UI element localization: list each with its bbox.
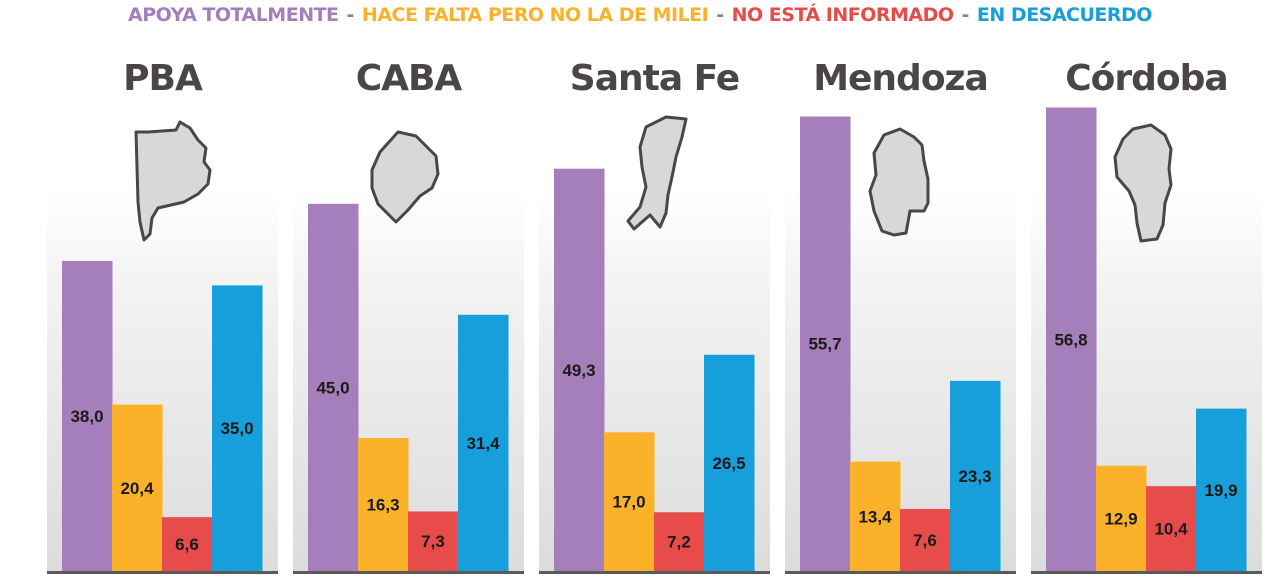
panel-title: Córdoba	[1065, 58, 1227, 99]
legend-separator: -	[961, 4, 970, 26]
bar-pba-0	[62, 260, 113, 571]
bar-pba-3	[212, 285, 263, 571]
bar-santa-fe-0	[554, 168, 605, 571]
panel-santa-fe: Santa Fe 49,3 17,0 7,2 26,5	[539, 58, 770, 574]
legend-apoya: APOYA TOTALMENTE	[128, 4, 339, 26]
data-label: 20,4	[120, 479, 154, 498]
bar-santa-fe-3	[704, 354, 755, 571]
baseline	[785, 571, 1016, 574]
panel-title: PBA	[123, 58, 203, 99]
baseline	[293, 571, 524, 574]
data-label: 13,4	[858, 507, 892, 526]
bar-santa-fe-2	[654, 512, 705, 571]
mendoza-map-icon	[868, 127, 930, 237]
data-label: 10,4	[1154, 520, 1188, 539]
panel-title: CABA	[356, 58, 463, 99]
data-label: 38,0	[70, 407, 103, 426]
data-label: 26,5	[712, 454, 745, 473]
data-label: 45,0	[316, 378, 349, 397]
pba-map-icon	[134, 120, 212, 242]
data-label: 16,3	[366, 495, 399, 514]
data-label: 7,6	[913, 531, 937, 550]
data-label: 17,0	[612, 493, 645, 512]
data-label: 35,0	[220, 419, 253, 438]
data-label: 7,3	[421, 532, 445, 551]
data-label: 6,6	[175, 535, 199, 554]
bar-santa-fe-1	[604, 432, 655, 571]
legend-separator: -	[716, 4, 724, 26]
bar-córdoba-1	[1096, 465, 1147, 571]
bar-pba-1	[112, 404, 163, 571]
panel-title: Mendoza	[813, 58, 988, 99]
bar-pba-2	[162, 517, 213, 571]
bar-caba-1	[358, 437, 409, 571]
bar-mendoza-0	[800, 116, 851, 571]
bar-caba-3	[458, 314, 509, 571]
data-label: 56,8	[1054, 330, 1087, 349]
bar-mendoza-3	[950, 380, 1001, 571]
data-label: 31,4	[466, 434, 500, 453]
legend-hace-falta: HACE FALTA PERO NO LA DE MILEI	[361, 4, 709, 26]
bar-córdoba-3	[1196, 408, 1247, 571]
panel-mendoza: Mendoza 55,7 13,4 7,6 23,3	[785, 58, 1016, 574]
bar-córdoba-0	[1046, 107, 1097, 572]
baseline	[47, 571, 278, 574]
legend-separator: -	[346, 4, 355, 26]
panel-title: Santa Fe	[570, 58, 739, 99]
legend-desacuerdo: EN DESACUERDO	[976, 4, 1153, 26]
legend: APOYA TOTALMENTE - HACE FALTA PERO NO LA D…	[0, 4, 1280, 26]
data-label: 12,9	[1104, 509, 1137, 528]
panel-pba: PBA 38,0 20,4 6,6 35,0	[47, 58, 278, 574]
cordoba-map-icon	[1113, 123, 1173, 243]
bar-caba-0	[308, 203, 359, 572]
data-label: 7,2	[667, 533, 691, 552]
baseline	[1031, 571, 1262, 574]
panel-córdoba: Córdoba 56,8 12,9 10,4 19,9	[1031, 58, 1262, 574]
legend-no-informado: NO ESTÁ INFORMADO	[731, 4, 954, 26]
data-label: 55,7	[808, 335, 841, 354]
bar-caba-2	[408, 511, 459, 571]
baseline	[539, 571, 770, 574]
panel-caba: CABA 45,0 16,3 7,3 31,4	[293, 58, 524, 574]
bar-córdoba-2	[1146, 486, 1197, 571]
data-label: 23,3	[958, 467, 991, 486]
bar-mendoza-1	[850, 461, 901, 571]
santa-fe-map-icon	[626, 115, 688, 231]
data-label: 19,9	[1204, 481, 1237, 500]
caba-map-icon	[370, 130, 440, 224]
data-label: 49,3	[562, 361, 595, 380]
bar-mendoza-2	[900, 508, 951, 571]
